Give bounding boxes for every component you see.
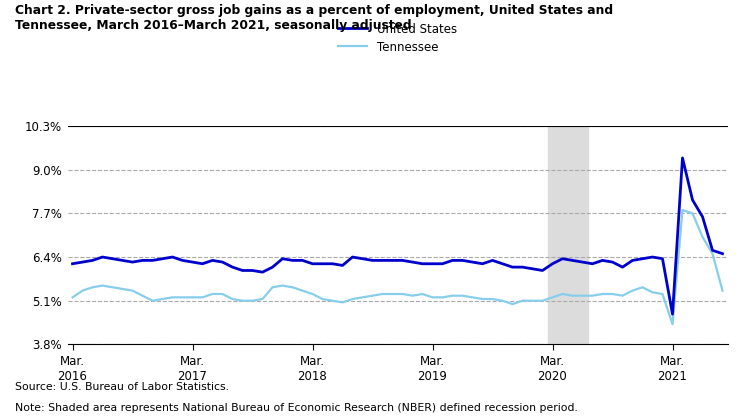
Text: Note: Shaded area represents National Bureau of Economic Research (NBER) defined: Note: Shaded area represents National Bu…	[15, 403, 578, 413]
Bar	[548, 126, 587, 344]
Text: Source: U.S. Bureau of Labor Statistics.: Source: U.S. Bureau of Labor Statistics.	[15, 382, 229, 392]
Text: Chart 2. Private-sector gross job gains as a percent of employment, United State: Chart 2. Private-sector gross job gains …	[15, 4, 614, 32]
Legend: United States, Tennessee: United States, Tennessee	[333, 18, 462, 58]
